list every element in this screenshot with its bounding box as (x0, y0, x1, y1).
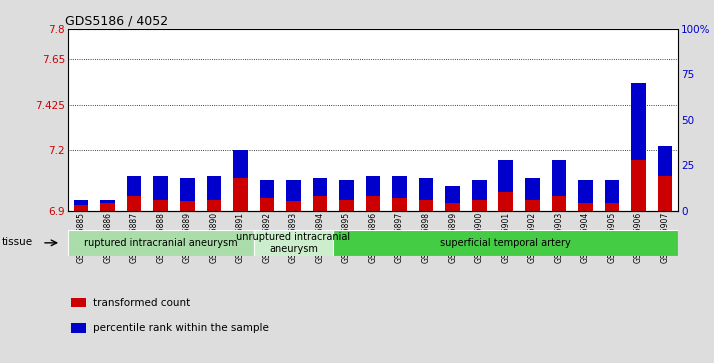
Bar (339, 180, 354, 211)
Bar (233, 150, 248, 211)
Bar (74, 200, 89, 205)
Bar (366, 176, 381, 196)
Bar (180, 178, 195, 201)
Bar (260, 180, 274, 211)
Bar (472, 180, 486, 200)
Bar (498, 160, 513, 211)
Bar (419, 178, 433, 211)
Bar (392, 176, 407, 198)
Bar (286, 180, 301, 201)
Bar (206, 176, 221, 200)
Bar (127, 176, 141, 211)
Bar (472, 180, 486, 211)
Bar (605, 180, 619, 211)
Bar (419, 178, 433, 200)
Bar (127, 176, 141, 196)
Bar (180, 178, 195, 211)
Bar (551, 160, 566, 196)
Bar (253, 230, 333, 256)
Bar (260, 180, 274, 198)
Bar (313, 178, 327, 211)
Bar (71, 298, 86, 307)
Text: tissue: tissue (1, 237, 32, 246)
Bar (658, 146, 673, 211)
Bar (313, 178, 327, 196)
Bar (658, 146, 673, 176)
Bar (339, 180, 354, 200)
Bar (154, 176, 168, 200)
Bar (498, 160, 513, 192)
Bar (101, 200, 115, 211)
Bar (71, 323, 86, 333)
Bar (154, 176, 168, 211)
Bar (74, 200, 89, 211)
Bar (206, 176, 221, 211)
Text: transformed count: transformed count (93, 298, 190, 307)
Bar (631, 83, 645, 211)
Bar (333, 230, 678, 256)
Bar (525, 178, 540, 211)
Text: percentile rank within the sample: percentile rank within the sample (93, 323, 268, 333)
Bar (551, 160, 566, 211)
Bar (366, 176, 381, 211)
Text: ruptured intracranial aneurysm: ruptured intracranial aneurysm (84, 238, 238, 248)
Bar (578, 180, 593, 211)
Bar (392, 176, 407, 211)
Bar (233, 150, 248, 178)
Bar (578, 180, 593, 203)
Bar (525, 178, 540, 200)
Text: GDS5186 / 4052: GDS5186 / 4052 (65, 15, 168, 28)
Bar (605, 180, 619, 203)
Bar (446, 186, 460, 203)
Bar (286, 180, 301, 211)
Bar (631, 83, 645, 160)
Bar (446, 186, 460, 211)
Bar (68, 230, 253, 256)
Text: superficial temporal artery: superficial temporal artery (441, 238, 571, 248)
Bar (101, 200, 115, 203)
Text: unruptured intracranial
aneurysm: unruptured intracranial aneurysm (236, 232, 351, 254)
